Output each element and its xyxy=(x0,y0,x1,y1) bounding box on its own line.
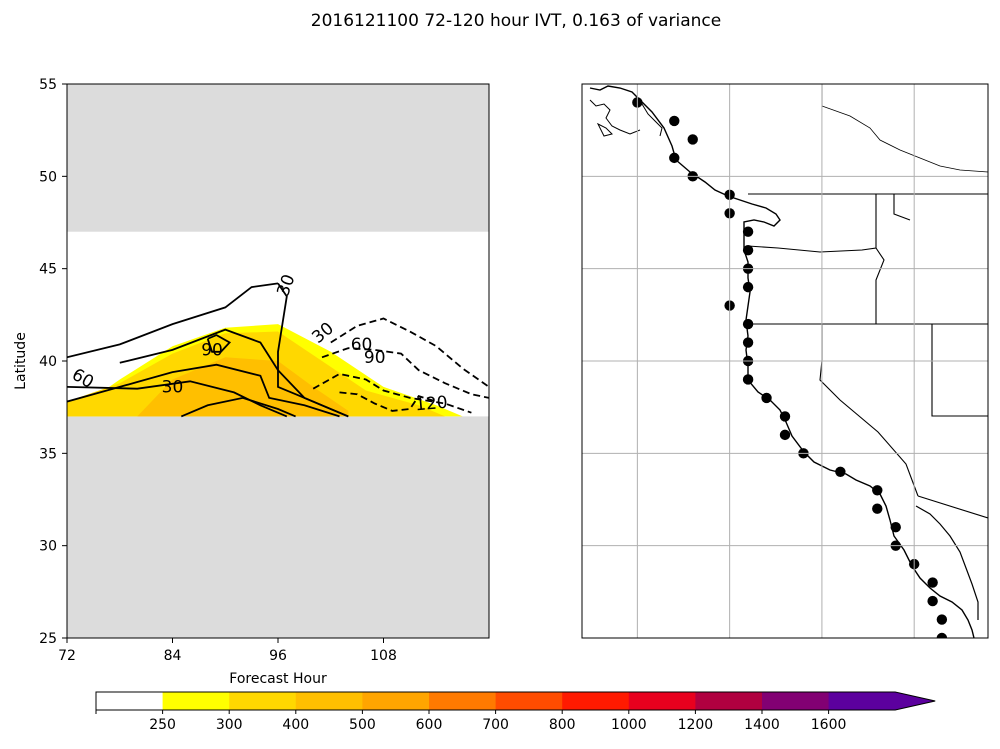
map-point xyxy=(936,632,948,638)
colorbar-tick-label: 600 xyxy=(416,717,443,733)
map-point xyxy=(742,245,754,256)
colorbar-segment xyxy=(762,692,830,710)
contour-label: 90 xyxy=(201,340,223,360)
colorbar-segment xyxy=(495,692,563,710)
map-point xyxy=(927,595,938,607)
map-point xyxy=(742,281,754,293)
contour-solid-30-4 xyxy=(67,380,288,418)
y-tick-label: 40 xyxy=(39,354,57,370)
contour-solid-30-1 xyxy=(277,282,349,418)
colorbar-tick-label: 700 xyxy=(482,717,509,733)
x-tick-label: 72 xyxy=(58,648,76,664)
colorbar-tick-label: 500 xyxy=(349,717,376,733)
map-point xyxy=(872,485,883,496)
colorbar-segment xyxy=(562,692,630,710)
contour-label: 120 xyxy=(414,393,448,416)
masked-region-0 xyxy=(67,84,489,232)
colorbar-segment xyxy=(362,692,430,710)
colorbar: 250 300 400 500 600 700 800 1000 1200 1400 1600 xyxy=(95,691,936,733)
map-point xyxy=(687,134,698,145)
y-axis-label: Latitude xyxy=(13,332,29,390)
map-borders xyxy=(747,84,988,519)
right-axes-frame xyxy=(581,83,989,639)
colorbar-tick-label: 1400 xyxy=(744,717,780,733)
map-point xyxy=(742,374,754,385)
colorbar-tick-label: 400 xyxy=(282,717,309,733)
y-tick-label: 25 xyxy=(39,631,57,647)
left-axis-ticks: 72 84 96 108 25 30 35 40 45 50 55 xyxy=(39,77,397,664)
colorbar-outline xyxy=(95,691,936,711)
map-point xyxy=(927,577,938,588)
colorbar-segment xyxy=(162,692,230,710)
colorbar-tick-label: 1200 xyxy=(678,717,714,733)
figure-title: 2016121100 72-120 hour IVT, 0.163 of var… xyxy=(311,11,721,31)
colorbar-tick-label: 1000 xyxy=(611,717,647,733)
colorbar-segment xyxy=(229,692,297,710)
map-point xyxy=(872,503,883,514)
y-tick-label: 45 xyxy=(39,262,57,278)
contour-label: 60 xyxy=(351,335,373,355)
colorbar-tick-label: 250 xyxy=(149,717,176,733)
colorbar-segment xyxy=(429,692,497,710)
map-point xyxy=(779,429,791,441)
contour-dashed-120-10 xyxy=(339,391,437,412)
colorbar-segment xyxy=(96,692,164,710)
map-point xyxy=(936,614,948,625)
x-tick-label: 84 xyxy=(164,648,182,664)
right-panel xyxy=(581,83,989,639)
contour-solid-30-0 xyxy=(67,282,279,359)
map-point xyxy=(890,522,901,533)
map-point xyxy=(779,411,791,422)
colorbar-tick-label: 800 xyxy=(549,717,576,733)
contour-solid-90-6 xyxy=(180,396,296,418)
y-tick-label: 50 xyxy=(39,169,57,185)
ivt-fill-400-2 xyxy=(137,357,349,417)
map-point xyxy=(742,337,754,348)
map-point xyxy=(761,392,772,404)
map-point xyxy=(669,152,680,164)
map-point xyxy=(835,466,846,477)
contour-label: 60 xyxy=(68,365,97,393)
contour-solid-90-3 xyxy=(206,334,232,353)
map-point xyxy=(742,226,754,237)
contour-dashed-90-9 xyxy=(312,372,472,414)
contour-dashed-60-8 xyxy=(321,347,489,399)
map-area xyxy=(589,84,988,638)
x-tick-label: 108 xyxy=(370,648,397,664)
masked-region-1 xyxy=(67,416,489,638)
colorbar-tick-label: 1600 xyxy=(811,717,847,733)
x-tick-label: 96 xyxy=(269,648,287,664)
y-tick-label: 30 xyxy=(39,539,57,555)
map-point xyxy=(669,115,680,127)
contour-solid-60-5 xyxy=(119,328,349,418)
contour-label: 30 xyxy=(273,272,299,299)
map-point xyxy=(742,318,754,330)
colorbar-tick-label: 300 xyxy=(216,717,243,733)
y-tick-label: 55 xyxy=(39,77,57,93)
colorbar-segment xyxy=(295,692,363,710)
contour-label: 30 xyxy=(162,377,184,397)
colorbar-segment xyxy=(695,692,763,710)
colorbar-segment xyxy=(828,692,896,710)
map-coastline xyxy=(589,85,979,638)
contour-solid-60-2 xyxy=(67,363,340,418)
contour-label: 90 xyxy=(364,348,386,368)
x-axis-label: Forecast Hour xyxy=(229,671,327,687)
map-gridlines xyxy=(582,84,988,638)
colorbar-segment xyxy=(628,692,696,710)
y-tick-label: 35 xyxy=(39,446,57,462)
colorbar-extend-arrow xyxy=(895,692,936,710)
